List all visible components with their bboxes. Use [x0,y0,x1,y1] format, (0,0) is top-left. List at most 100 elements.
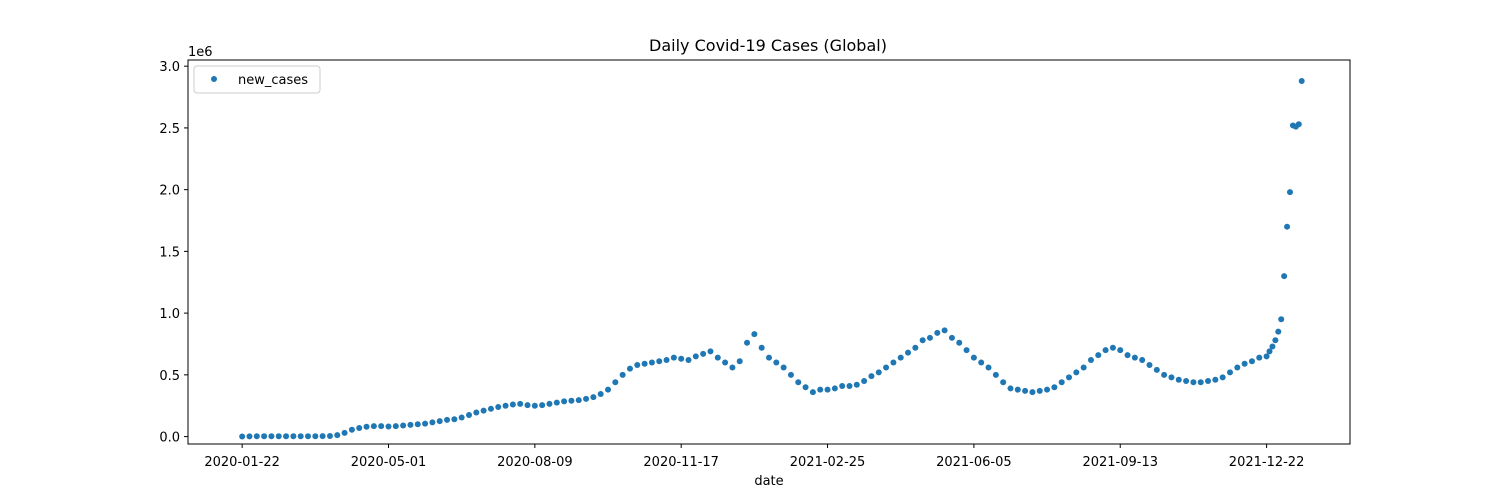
data-point [744,340,750,346]
data-point [1205,378,1211,384]
data-point [832,385,838,391]
data-point [993,372,999,378]
data-point [751,331,757,337]
data-point [898,355,904,361]
data-point [1139,357,1145,363]
data-point [268,433,274,439]
data-point [678,356,684,362]
data-point [927,335,933,341]
data-point [766,355,772,361]
data-point [1284,224,1290,230]
data-point [590,394,596,400]
data-point [920,337,926,343]
chart-title: Daily Covid-19 Cases (Global) [649,36,887,55]
data-point [1081,364,1087,370]
data-point [554,400,560,406]
legend-marker [211,76,217,82]
data-point [1168,374,1174,380]
data-point [803,384,809,390]
data-point [393,423,399,429]
data-point [1183,378,1189,384]
data-point [700,351,706,357]
data-point [942,327,948,333]
data-point [605,387,611,393]
data-point [568,398,574,404]
data-point [1125,352,1131,358]
x-tick-label: 2020-05-01 [351,455,427,470]
data-point [254,433,260,439]
data-point [1059,379,1065,385]
y-tick-label: 1.0 [159,307,180,322]
data-point [459,414,465,420]
data-point [861,378,867,384]
data-point [854,382,860,388]
data-point [810,389,816,395]
data-point [305,433,311,439]
data-point [671,355,677,361]
x-tick-label: 2021-06-05 [936,455,1012,470]
data-point [1095,352,1101,358]
data-point [964,347,970,353]
data-point [817,387,823,393]
x-tick-label: 2021-12-22 [1229,455,1305,470]
data-point [378,423,384,429]
data-point [364,424,370,430]
data-point [517,401,523,407]
data-point [407,422,413,428]
data-point [876,369,882,375]
data-point [1281,273,1287,279]
data-point [693,353,699,359]
data-point [759,345,765,351]
data-point [620,372,626,378]
data-point [415,421,421,427]
data-point [422,421,428,427]
data-point [1256,355,1262,361]
data-point [539,402,545,408]
data-point [1015,387,1021,393]
data-point [349,427,355,433]
data-point [715,355,721,361]
data-point [598,391,604,397]
data-point [707,348,713,354]
x-tick-label: 2021-09-13 [1082,455,1158,470]
data-point [656,358,662,364]
data-point [1212,377,1218,383]
data-point [1088,357,1094,363]
data-point [627,366,633,372]
data-point [1007,385,1013,391]
data-point [912,345,918,351]
x-tick-label: 2020-11-17 [643,455,719,470]
data-point [634,362,640,368]
data-point [978,360,984,366]
y-tick-label: 2.5 [159,122,180,137]
data-point [649,360,655,366]
data-point [1249,358,1255,364]
data-point [1022,388,1028,394]
y-tick-label: 0.0 [159,431,180,446]
x-axis-label: date [754,474,783,489]
y-tick-label: 3.0 [159,60,180,75]
data-point [1299,78,1305,84]
data-point [1227,369,1233,375]
data-point [385,423,391,429]
data-point [1242,361,1248,367]
data-point [825,387,831,393]
data-point [868,373,874,379]
data-point [546,401,552,407]
data-point [503,403,509,409]
data-point [1051,384,1057,390]
data-point [1117,347,1123,353]
data-point [1272,337,1278,343]
data-point [400,422,406,428]
data-point [1044,387,1050,393]
data-point [1190,379,1196,385]
data-point [327,433,333,439]
data-point [839,383,845,389]
data-point [729,364,735,370]
data-point [781,364,787,370]
data-point [905,350,911,356]
y-tick-label: 2.0 [159,184,180,199]
data-point [525,402,531,408]
data-point [1029,389,1035,395]
data-point [1287,189,1293,195]
